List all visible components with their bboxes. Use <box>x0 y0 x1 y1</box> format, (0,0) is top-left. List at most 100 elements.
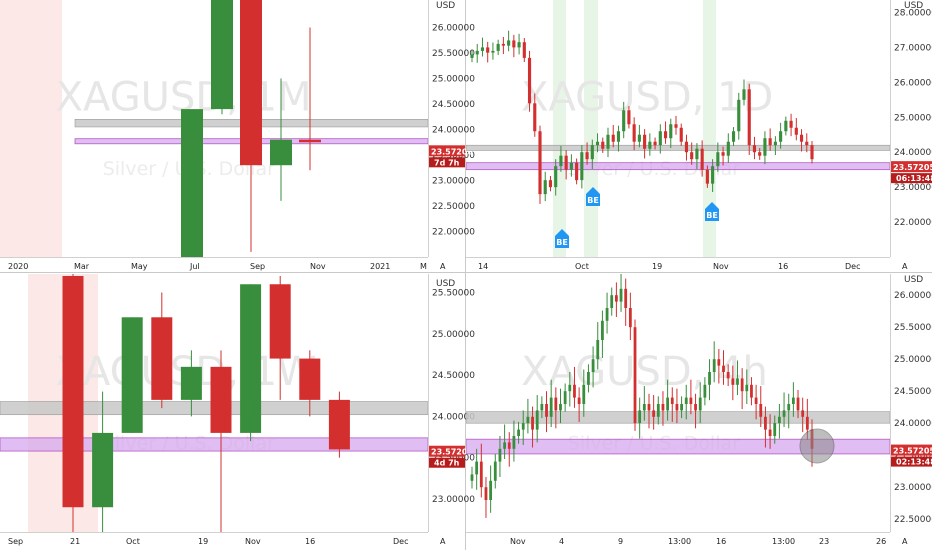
candle-body <box>716 152 719 166</box>
candle-body <box>329 400 350 450</box>
auto-scale-button[interactable]: A <box>902 262 908 271</box>
candle-body <box>181 109 203 257</box>
candle-body <box>507 40 510 45</box>
candle-body <box>680 404 683 410</box>
x-tick-label: Nov <box>510 537 526 546</box>
x-tick-label: 26 <box>876 537 886 546</box>
candle-body <box>512 40 515 47</box>
candle-body <box>549 180 552 187</box>
y-tick-label: 24.00000 <box>894 419 932 429</box>
candle-body <box>503 442 506 448</box>
be-marker-label: BE <box>556 238 568 247</box>
candle-body <box>491 51 494 53</box>
resistance-zone <box>466 412 890 424</box>
candle-body <box>713 359 716 372</box>
candle-body <box>745 385 748 391</box>
x-tick-label: Oct <box>126 537 140 546</box>
y-tick-label: 25.50000 <box>894 323 932 333</box>
y-tick-label: 24.00000 <box>894 148 932 158</box>
y-tick-label: 24.50000 <box>432 371 475 381</box>
candle-body <box>741 378 744 391</box>
auto-scale-button[interactable]: A <box>440 537 446 546</box>
current-price-label: 23.57205 <box>893 163 932 172</box>
candle-body <box>652 410 655 416</box>
candle-body <box>486 47 489 52</box>
candle-body <box>559 156 562 166</box>
candle-body <box>792 398 795 404</box>
candle-body <box>759 404 762 417</box>
x-tick-label: 23 <box>819 537 829 546</box>
y-tick-label: 22.50000 <box>432 202 475 212</box>
candle-body <box>706 170 709 184</box>
y-tick-label: 24.00000 <box>432 126 475 136</box>
y-tick-label: 23.00000 <box>894 483 932 493</box>
candle-body <box>620 289 623 302</box>
candle-body <box>513 436 516 449</box>
x-tick-label: Sep <box>250 262 265 271</box>
candle-body <box>617 131 620 141</box>
session-highlight <box>0 0 62 257</box>
candle-body <box>727 372 730 378</box>
candle-body <box>695 149 698 159</box>
x-tick-label: Nov <box>713 262 729 271</box>
candle-body <box>753 145 756 152</box>
candle-body <box>570 163 573 170</box>
candle-body <box>606 135 609 149</box>
x-tick-label: Nov <box>310 262 326 271</box>
candle-body <box>769 138 772 145</box>
candle-body <box>545 404 548 417</box>
candle-body <box>699 398 702 411</box>
be-marker-label: BE <box>587 196 599 205</box>
candle-body <box>694 404 697 410</box>
candle-body <box>731 378 734 384</box>
current-price-label: 23.57205 <box>893 447 932 456</box>
countdown-label: 06:13:48 <box>896 174 932 183</box>
candle-body <box>711 166 714 183</box>
currency-label: USD <box>436 1 455 11</box>
support-zone <box>466 163 890 170</box>
y-tick-label: 22.50000 <box>894 515 932 525</box>
candle-body <box>800 135 803 142</box>
candle-body <box>568 385 571 391</box>
candle-body <box>476 51 479 54</box>
candle-body <box>587 372 590 385</box>
candle-body <box>674 124 677 127</box>
candle-body <box>657 404 660 417</box>
y-tick-label: 22.00000 <box>894 218 932 228</box>
candle-body <box>270 140 292 166</box>
candle-body <box>211 0 233 109</box>
candle-body <box>676 404 679 410</box>
candle-body <box>502 44 505 46</box>
candle-body <box>722 366 725 372</box>
y-tick-label: 22.00000 <box>432 228 475 238</box>
candle-body <box>528 58 531 103</box>
candle-body <box>554 166 557 187</box>
candle-body <box>685 398 688 404</box>
x-tick-label: Dec <box>845 262 860 271</box>
candle-body <box>779 131 782 141</box>
x-tick-label: Sep <box>8 537 23 546</box>
candle-body <box>533 103 536 131</box>
candle-body <box>659 131 662 145</box>
y-tick-label: 26.00000 <box>432 24 475 34</box>
x-tick-label: 2020 <box>8 262 28 271</box>
y-tick-label: 23.00000 <box>432 177 475 187</box>
y-tick-label: 23.00000 <box>894 183 932 193</box>
candle-body <box>810 145 813 159</box>
candle-body <box>805 142 808 145</box>
candle-body <box>489 481 492 500</box>
candle-body <box>480 462 483 488</box>
candle-body <box>666 398 669 411</box>
candle-body <box>717 359 720 365</box>
x-tick-label: 13:00 <box>668 537 691 546</box>
x-tick-label: 16 <box>305 537 315 546</box>
candle-body <box>499 449 502 462</box>
candle-body <box>63 276 84 507</box>
candle-body <box>299 359 320 400</box>
auto-scale-button[interactable]: A <box>440 262 446 271</box>
currency-label: USD <box>436 279 455 289</box>
y-tick-label: 25.00000 <box>432 330 475 340</box>
x-tick-label: Jul <box>189 262 200 271</box>
candle-body <box>690 398 693 404</box>
auto-scale-button[interactable]: A <box>902 537 908 546</box>
